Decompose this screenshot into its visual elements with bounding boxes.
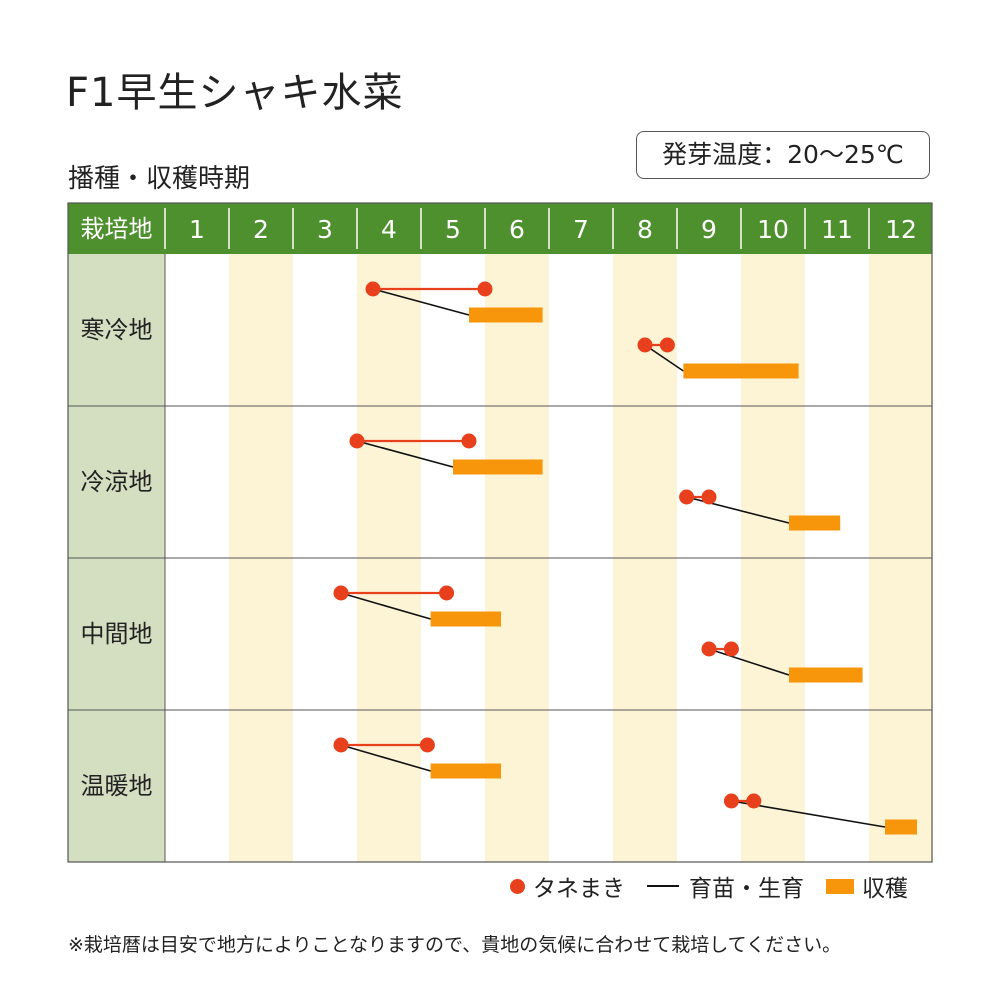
header-bar <box>68 203 932 254</box>
sowing-start-dot <box>333 585 349 601</box>
harvest-bar <box>683 363 799 379</box>
month-label-8: 8 <box>637 215 653 244</box>
sowing-end-dot <box>419 737 435 753</box>
legend-growing-label: 育苗・生育 <box>689 876 804 902</box>
sowing-end-dot <box>439 585 455 601</box>
harvest-bar <box>430 763 501 779</box>
month-label-10: 10 <box>757 215 789 244</box>
legend-harvest: 収穫 <box>826 869 908 903</box>
sowing-start-dot <box>637 337 653 353</box>
harvest-bar-icon <box>826 878 854 894</box>
month-label-6: 6 <box>509 215 525 244</box>
sowing-end-dot <box>477 281 493 297</box>
region-label: 温暖地 <box>81 772 153 800</box>
sowing-start-dot <box>349 433 365 449</box>
sowing-start-dot <box>679 489 695 505</box>
sowing-end-dot <box>746 793 762 809</box>
table-frame <box>67 202 933 863</box>
month-label-4: 4 <box>381 215 397 244</box>
harvest-bar <box>885 819 917 835</box>
germination-temperature-badge: 発芽温度：20～25℃ <box>636 131 930 179</box>
growing-line <box>340 744 431 772</box>
sowing-start-dot <box>333 737 349 753</box>
growing-line <box>356 440 454 468</box>
sowing-start-dot <box>723 793 739 809</box>
harvest-bar <box>469 307 543 323</box>
month-label-3: 3 <box>317 215 333 244</box>
header-label-region: 栽培地 <box>81 215 153 243</box>
month-label-9: 9 <box>701 215 717 244</box>
legend: タネまき 育苗・生育 収穫 <box>510 870 908 902</box>
footnote: ※栽培暦は目安で地方によりことなりますので、貴地の気候に合わせて栽培してください… <box>68 934 842 956</box>
legend-sowing-label: タネまき <box>533 876 625 902</box>
chart-subtitle: 播種・収穫時期 <box>68 164 251 194</box>
growing-line <box>372 288 470 316</box>
month-label-5: 5 <box>445 215 461 244</box>
month-label-1: 1 <box>189 215 205 244</box>
harvest-bar <box>789 515 841 531</box>
harvest-bar <box>453 459 543 475</box>
sowing-end-dot <box>461 433 477 449</box>
growing-line-icon <box>647 884 679 888</box>
growing-line <box>708 648 790 676</box>
page-title: F1早生シャキ水菜 <box>66 70 404 116</box>
sowing-start-dot <box>701 641 717 657</box>
legend-sowing: タネまき <box>510 869 625 903</box>
sowing-dot-icon <box>510 878 525 894</box>
legend-harvest-label: 収穫 <box>862 876 908 902</box>
month-label-11: 11 <box>821 215 853 244</box>
harvest-bar <box>430 611 501 627</box>
region-label: 中間地 <box>81 620 153 648</box>
month-label-7: 7 <box>573 215 589 244</box>
growing-line <box>644 344 684 372</box>
harvest-bar <box>789 667 863 683</box>
month-label-12: 12 <box>885 215 917 244</box>
month-label-2: 2 <box>253 215 269 244</box>
growing-line <box>340 592 431 620</box>
region-label: 冷涼地 <box>81 468 153 496</box>
region-label: 寒冷地 <box>81 316 153 344</box>
sowing-end-dot <box>723 641 739 657</box>
sowing-start-dot <box>365 281 381 297</box>
legend-growing: 育苗・生育 <box>647 869 804 903</box>
sowing-end-dot <box>701 489 717 505</box>
sowing-end-dot <box>659 337 675 353</box>
